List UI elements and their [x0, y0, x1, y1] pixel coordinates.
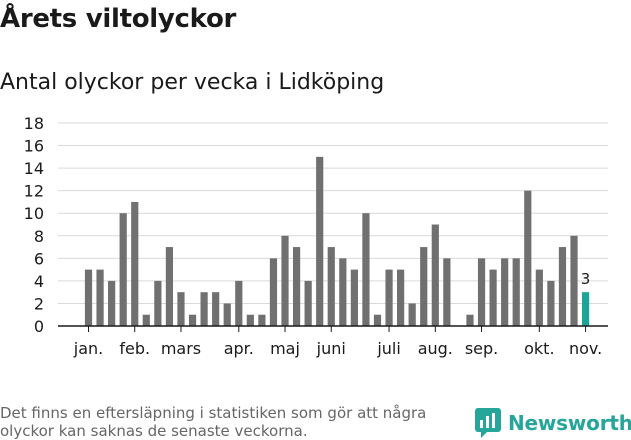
bar [466, 314, 474, 326]
x-tick-label: juli [376, 339, 400, 358]
bar-chart: 0 2 4 6 8 10 12 14 16 18 jan. feb. mars apr. maj juni ju… [24, 114, 608, 358]
y-tick-label: 2 [34, 294, 44, 313]
bar [362, 213, 370, 326]
chart-subtitle: Antal olyckor per vecka i Lidköping [0, 70, 385, 95]
y-tick-label: 10 [24, 204, 44, 223]
bar [246, 314, 254, 326]
x-tick-label: feb. [119, 339, 150, 358]
bar-current-week [581, 292, 590, 326]
y-tick-label: 8 [34, 227, 44, 246]
x-tick-label: maj [270, 339, 300, 358]
y-tick-label: 0 [34, 317, 44, 336]
bar [108, 280, 116, 326]
bar [512, 258, 520, 326]
y-tick-label: 6 [34, 249, 44, 268]
bar [165, 247, 174, 326]
newsworthy-logo-icon [475, 408, 501, 438]
bar [558, 247, 567, 326]
bar [339, 258, 347, 326]
y-tick-label: 4 [34, 272, 44, 291]
bar [316, 156, 324, 326]
bar [177, 292, 185, 326]
x-tick-label: sep. [465, 339, 498, 358]
bar [443, 258, 451, 326]
bar [385, 269, 393, 326]
bar [281, 235, 289, 326]
x-tick-label: apr. [224, 339, 254, 358]
bar [501, 258, 509, 326]
data-label-current-week: 3 [581, 270, 591, 288]
bar [431, 224, 439, 326]
bar [524, 190, 532, 326]
bar [373, 314, 382, 326]
bar [258, 314, 266, 326]
bar [96, 269, 104, 326]
bar [131, 201, 139, 326]
bar [304, 280, 312, 326]
x-tick-label: mars [161, 339, 201, 358]
bar [477, 258, 486, 326]
footnote: Det finns en eftersläpning i statistiken… [0, 404, 427, 440]
bar [119, 213, 127, 326]
bar [154, 280, 162, 326]
x-tick-label: nov. [569, 339, 602, 358]
bar [420, 247, 428, 326]
bar [535, 269, 543, 326]
bar [489, 269, 497, 326]
y-tick-label: 14 [24, 159, 44, 178]
x-tick-label: juni [316, 339, 346, 358]
x-tick-label: jan. [73, 339, 103, 358]
x-tick-label: aug. [418, 339, 453, 358]
bar [235, 280, 243, 326]
bar [570, 235, 578, 326]
bar [397, 269, 405, 326]
bar [142, 314, 150, 326]
newsworthy-logo[interactable]: Newsworthy [475, 408, 631, 438]
y-tick-label: 12 [24, 182, 44, 201]
x-tick-label: okt. [524, 339, 554, 358]
bar [188, 314, 197, 326]
y-tick-label: 18 [24, 114, 44, 133]
bar [547, 280, 555, 326]
bar [408, 303, 416, 326]
bar [212, 292, 220, 326]
bar [292, 247, 301, 326]
chart-title: Årets viltolyckor [0, 4, 237, 34]
bar [350, 269, 358, 326]
bar [84, 269, 93, 326]
bar [200, 292, 208, 326]
newsworthy-logo-text: Newsworthy [508, 411, 631, 435]
y-tick-label: 16 [24, 137, 44, 156]
bar [223, 303, 231, 326]
bar [269, 258, 278, 326]
bar [327, 247, 335, 326]
